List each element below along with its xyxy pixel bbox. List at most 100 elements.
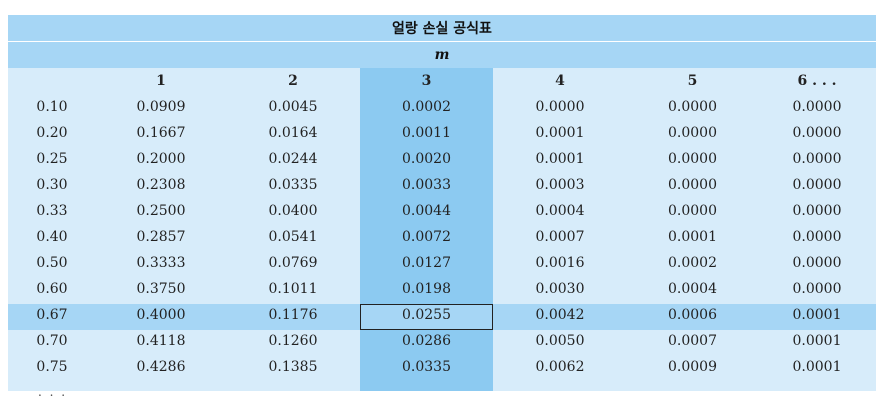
table-cell: 0.3333	[136, 255, 186, 271]
table-cell: 0.0000	[668, 177, 717, 193]
table-cell: 0.0011	[402, 125, 451, 141]
column-group-label: m	[8, 42, 876, 68]
table-cell: 0.0286	[402, 333, 451, 349]
table-cell: 0.0002	[402, 99, 451, 115]
table-cell: 0.0001	[535, 125, 585, 141]
table-cell: 0.0000	[792, 229, 842, 245]
column-header-row: 1 2 3 4 5 6 . . .	[8, 68, 876, 94]
row-label: 0.75	[36, 359, 68, 375]
table-cell: 0.0072	[402, 229, 451, 245]
table-row: 0.67 0.4000 0.1176 0.0255 0.0042 0.0006 0.0001	[8, 302, 876, 328]
table-cell: 0.1260	[268, 333, 318, 349]
table-cell: 0.0042	[535, 307, 585, 323]
continuation-dots: . . .	[38, 385, 68, 399]
table-cell: 0.0050	[535, 333, 585, 349]
table-row: 0.30 0.2308 0.0335 0.0033 0.0003 0.0000 0.0000	[8, 172, 876, 198]
table-cell: 0.0000	[792, 203, 842, 219]
table-cell: 0.0001	[792, 307, 842, 323]
selected-cell-outline	[360, 304, 493, 330]
table-cell: 0.0000	[668, 151, 717, 167]
table-cell: 0.0030	[535, 281, 585, 297]
table-cell: 0.0007	[668, 333, 717, 349]
table-cell: 0.1011	[268, 281, 318, 297]
table-cell: 0.0004	[535, 203, 585, 219]
table-cell: 0.0020	[402, 151, 451, 167]
table-cell: 0.2500	[136, 203, 186, 219]
table-row: 0.50 0.3333 0.0769 0.0127 0.0016 0.0002 0.0000	[8, 250, 876, 276]
table-cell: 0.0000	[535, 99, 585, 115]
table-cell: 0.2000	[136, 151, 186, 167]
table-cell: 0.4118	[136, 333, 186, 349]
table-cell: 0.0009	[668, 359, 717, 375]
table-cell: 0.0769	[268, 255, 318, 271]
table-cell: 0.0003	[535, 177, 585, 193]
table-cell: 0.0164	[268, 125, 318, 141]
row-label: 0.20	[36, 125, 68, 141]
table-cell: 0.0006	[668, 307, 717, 323]
table-cell: 0.0127	[402, 255, 451, 271]
row-label: 0.30	[36, 177, 68, 193]
column-header: 6 . . .	[797, 73, 837, 89]
table-cell: 0.0001	[535, 151, 585, 167]
table-cell: 0.3750	[136, 281, 186, 297]
table-cell: 0.0000	[668, 203, 717, 219]
table-body: 1 2 3 4 5 6 . . . 0.10 0.0909 0.0045 0.0002…	[8, 68, 876, 380]
table-cell: 0.0000	[792, 125, 842, 141]
column-header: 4	[555, 73, 565, 89]
row-label: 0.33	[36, 203, 68, 219]
table-cell: 0.0001	[792, 333, 842, 349]
table-title: 얼랑 손실 공식표	[8, 15, 876, 42]
table-cell: 0.0045	[268, 99, 318, 115]
table-cell: 0.0044	[402, 203, 451, 219]
row-label: 0.60	[36, 281, 68, 297]
highlighted-column-3	[360, 68, 493, 391]
row-label: 0.10	[36, 99, 68, 115]
table-cell: 0.0909	[136, 99, 186, 115]
table-cell: 0.0244	[268, 151, 318, 167]
highlighted-row-0-67	[8, 304, 876, 330]
table-cell: 0.1176	[268, 307, 318, 323]
row-label: 0.50	[36, 255, 68, 271]
table-cell: 0.0000	[792, 99, 842, 115]
column-header: 1	[156, 73, 166, 89]
table-row: 0.70 0.4118 0.1260 0.0286 0.0050 0.0007 0.0001	[8, 328, 876, 354]
table-cell: 0.1667	[136, 125, 186, 141]
column-header: 5	[687, 73, 698, 89]
table-cell: 0.0198	[402, 281, 451, 297]
row-label: 0.40	[36, 229, 68, 245]
table-cell: 0.0000	[792, 255, 842, 271]
table-row: 0.25 0.2000 0.0244 0.0020 0.0001 0.0000 0.0000	[8, 146, 876, 172]
table-cell: 0.2308	[136, 177, 186, 193]
table-rows: 0.10 0.0909 0.0045 0.0002 0.0000 0.0000 0.0000…	[8, 94, 876, 380]
table-cell: 0.0335	[402, 359, 451, 375]
table-cell: 0.4286	[136, 359, 186, 375]
table-cell: 0.2857	[136, 229, 186, 245]
table-row: 0.60 0.3750 0.1011 0.0198 0.0030 0.0004 0.0000	[8, 276, 876, 302]
table-row: 0.75 0.4286 0.1385 0.0335 0.0062 0.0009 0.0001	[8, 354, 876, 380]
table-cell: 0.0000	[668, 99, 717, 115]
table-cell: 0.0000	[792, 177, 842, 193]
table-cell: 0.0000	[792, 151, 842, 167]
table-row: 0.10 0.0909 0.0045 0.0002 0.0000 0.0000 0.0000	[8, 94, 876, 120]
table-row: 0.33 0.2500 0.0400 0.0044 0.0004 0.0000 0.0000	[8, 198, 876, 224]
table-cell: 0.0002	[668, 255, 717, 271]
column-header: 2	[288, 73, 298, 89]
table-cell: 0.1385	[268, 359, 318, 375]
table-cell: 0.0007	[535, 229, 585, 245]
table-cell: 0.0000	[668, 125, 717, 141]
table-cell: 0.0000	[792, 281, 842, 297]
column-header: 3	[421, 73, 432, 89]
row-label: 0.70	[36, 333, 68, 349]
table-cell: 0.0062	[535, 359, 585, 375]
table-row: 0.40 0.2857 0.0541 0.0072 0.0007 0.0001 0.0000	[8, 224, 876, 250]
table-cell: 0.0255	[402, 307, 451, 323]
row-label: 0.25	[36, 151, 68, 167]
row-label: 0.67	[36, 307, 68, 323]
table-cell: 0.0016	[535, 255, 585, 271]
table-cell: 0.0004	[668, 281, 717, 297]
table-cell: 0.0001	[792, 359, 842, 375]
erlang-loss-table: 얼랑 손실 공식표 m 1 2 3 4 5 6 . . . 0.10 0.0909…	[8, 15, 876, 399]
table-cell: 0.0033	[402, 177, 451, 193]
table-cell: 0.0400	[268, 203, 318, 219]
table-cell: 0.0335	[268, 177, 318, 193]
